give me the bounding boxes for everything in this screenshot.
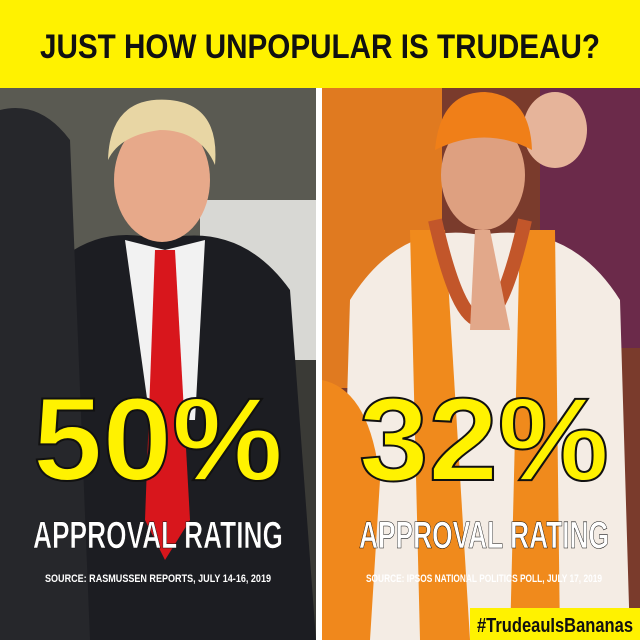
approval-caption: APPROVAL RATING	[359, 515, 609, 557]
source: SOURCE: IPSOS NATIONAL POLITICS POLL, JU…	[366, 573, 602, 585]
source: SOURCE: RASMUSSEN REPORTS, JULY 14-16, 2…	[45, 573, 271, 585]
approval-caption: APPROVAL RATING	[33, 515, 283, 557]
hashtag: #TrudeauIsBananas	[477, 615, 633, 637]
approval-figure: 32%	[359, 374, 609, 506]
left-photo	[0, 88, 316, 640]
approval-figure: 50%	[33, 374, 283, 506]
header-bar	[0, 0, 640, 88]
divider	[316, 88, 322, 640]
right-photo	[322, 88, 640, 640]
title: JUST HOW UNPOPULAR IS TRUDEAU?	[40, 28, 600, 66]
hashtag-box	[470, 608, 640, 640]
